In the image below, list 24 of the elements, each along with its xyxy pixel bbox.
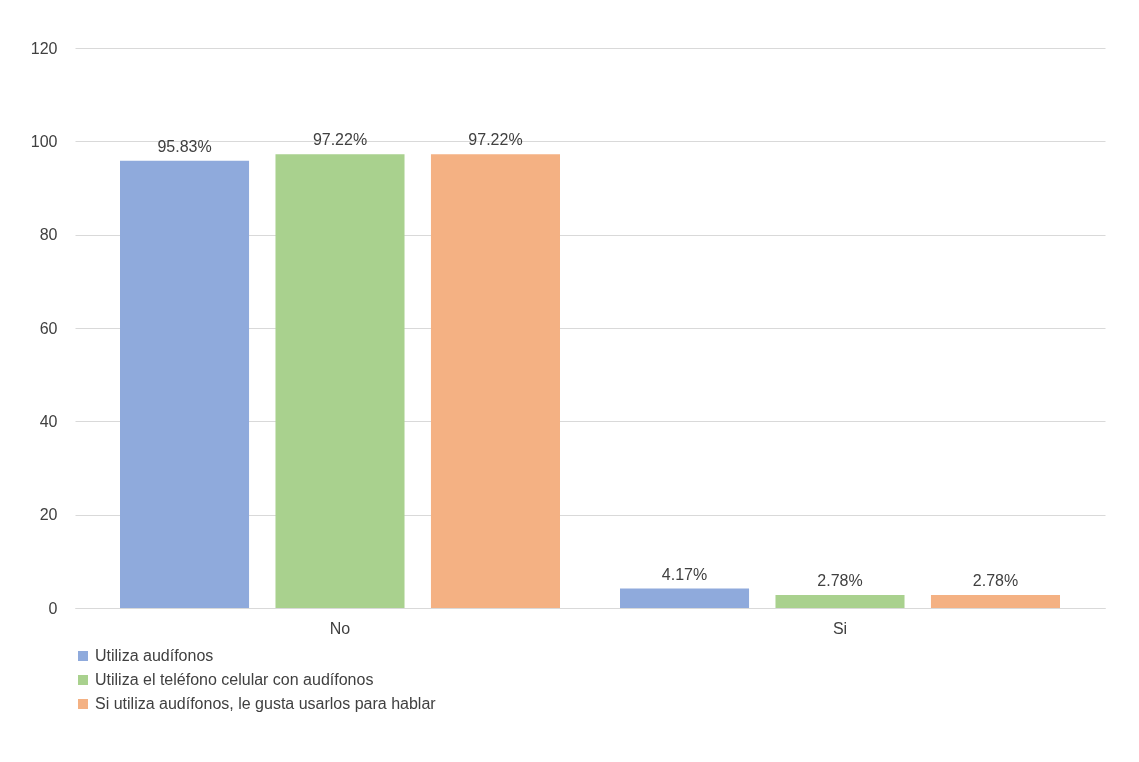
y-tick-label: 100 xyxy=(30,132,58,150)
bar xyxy=(120,160,250,608)
bar xyxy=(620,588,750,608)
y-tick-label: 60 xyxy=(39,319,58,337)
data-label: 2.78% xyxy=(817,572,863,590)
y-tick-label: 120 xyxy=(30,39,58,57)
legend-label: Si utiliza audífonos, le gusta usarlos para hablar xyxy=(95,695,437,712)
bar xyxy=(775,595,905,608)
x-tick-label: No xyxy=(329,619,351,637)
legend-label: Utiliza audífonos xyxy=(95,647,214,664)
data-label: 4.17% xyxy=(661,565,708,583)
bar xyxy=(930,595,1060,608)
y-tick-label: 40 xyxy=(39,412,58,430)
y-tick-label: 20 xyxy=(39,506,58,524)
y-tick-label: 0 xyxy=(48,599,58,617)
legend-label: Utiliza el teléfono celular con audífonos xyxy=(95,671,374,688)
data-label: 95.83% xyxy=(157,137,212,155)
x-tick-label: Si xyxy=(832,619,848,637)
data-label: 97.22% xyxy=(468,131,523,149)
y-tick-label: 80 xyxy=(39,226,58,244)
data-label: 97.22% xyxy=(312,131,368,149)
bar xyxy=(275,154,405,608)
bar xyxy=(430,154,560,608)
data-label: 2.78% xyxy=(972,572,1019,590)
